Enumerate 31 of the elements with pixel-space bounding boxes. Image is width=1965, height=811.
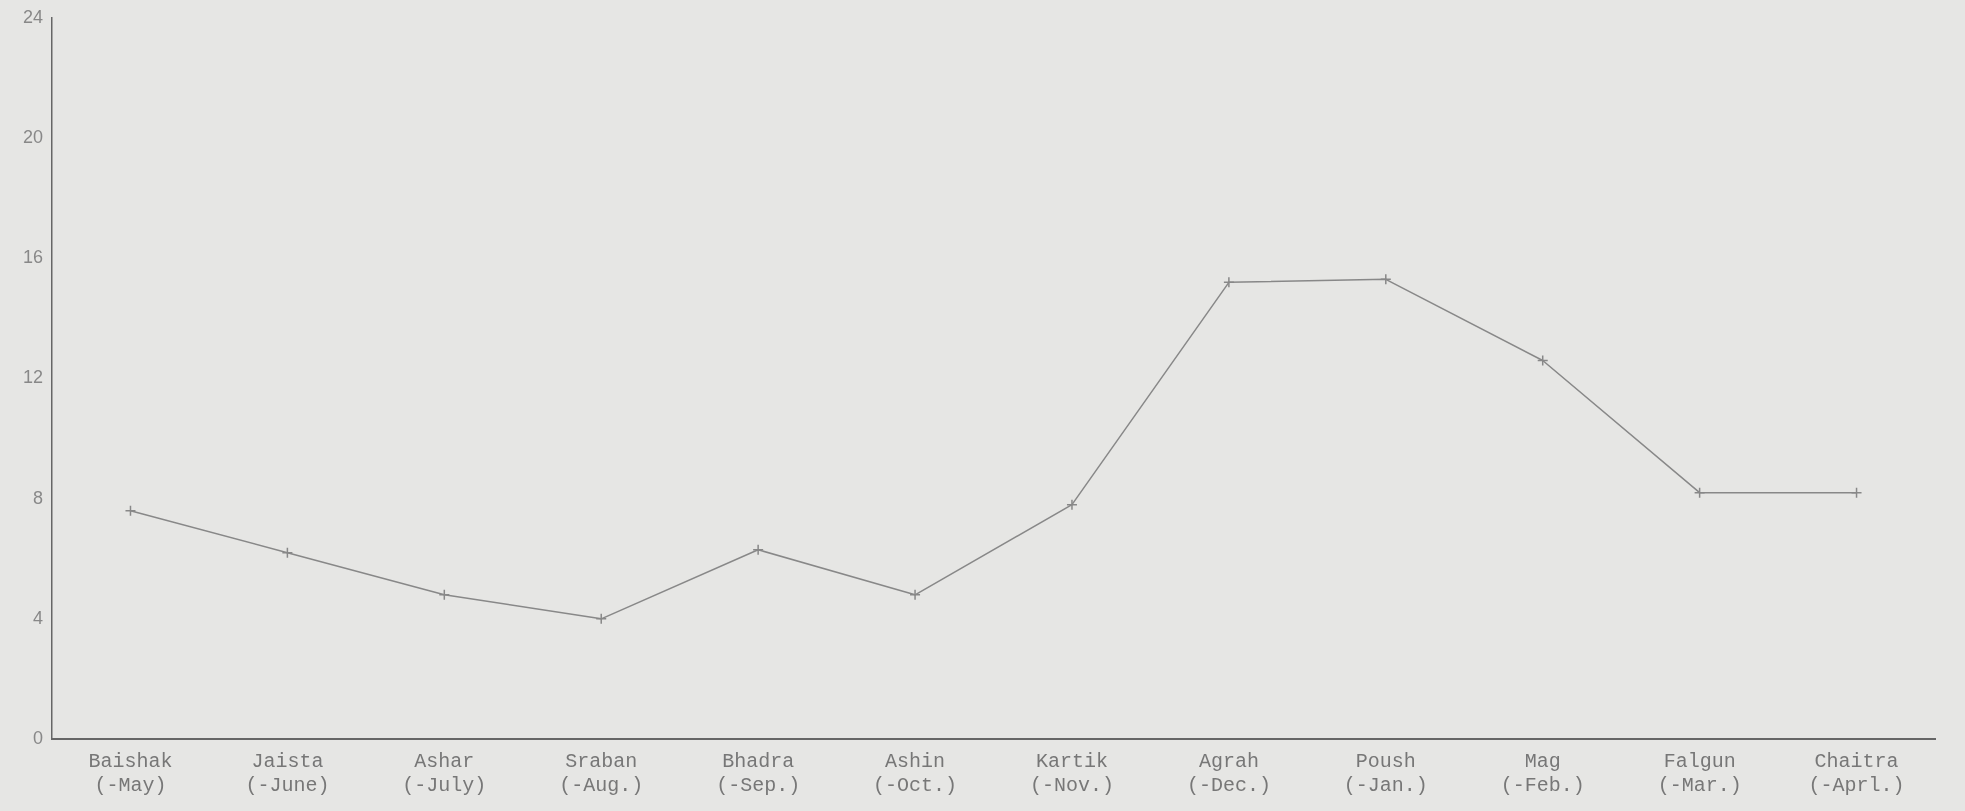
x-tick-label: Ashar (-July)	[402, 750, 487, 798]
x-tick-label: Sraban (-Aug.)	[559, 750, 644, 798]
point	[124, 504, 137, 517]
y-tick-label: 24	[22, 6, 44, 27]
point	[752, 543, 764, 556]
y-tick-label: 16	[22, 247, 44, 268]
point	[281, 546, 294, 559]
point	[909, 589, 921, 601]
x-tick-label: Chaitra (-Aprl.)	[1808, 750, 1905, 798]
y-tick-label: 20	[22, 127, 44, 148]
point	[1850, 486, 1863, 499]
point	[1536, 354, 1549, 367]
point	[438, 589, 451, 601]
x-tick-label: Poush (-Jan.)	[1343, 750, 1428, 798]
point	[1066, 498, 1078, 511]
x-tick-label: Jaista (-June)	[245, 750, 330, 798]
point	[1223, 276, 1235, 289]
x-tick-label: Agrah (-Dec.)	[1186, 750, 1271, 798]
x-tick-label: Falgun (-Mar.)	[1657, 750, 1742, 798]
point	[1380, 273, 1392, 286]
y-tick-label: 12	[22, 367, 44, 388]
point	[1693, 486, 1706, 499]
y-tick-label: 0	[33, 727, 44, 748]
y-tick-label: 4	[33, 607, 44, 628]
x-tick-label: Baishak (-May)	[88, 750, 173, 798]
x-tick-label: Mag (-Feb.)	[1500, 750, 1585, 798]
point	[595, 613, 607, 625]
x-tick-label: Ashin (-Oct.)	[873, 750, 958, 798]
x-tick-label: Kartik (-Nov.)	[1029, 750, 1114, 798]
y-tick-label: 8	[33, 487, 44, 508]
x-tick-label: Bhadra (-Sep.)	[716, 750, 801, 798]
